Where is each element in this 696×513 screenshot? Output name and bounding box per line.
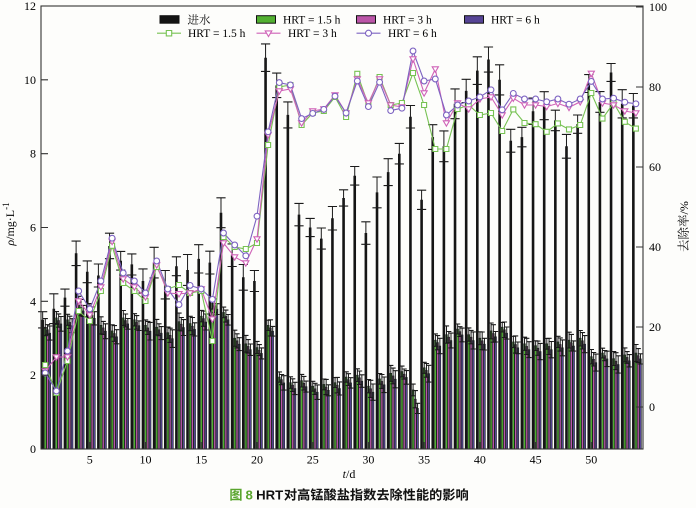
svg-text:HRT = 6 h: HRT = 6 h — [491, 15, 540, 27]
svg-text:2: 2 — [30, 368, 36, 382]
svg-text:HRT = 6 h: HRT = 6 h — [388, 28, 437, 40]
svg-text:8: 8 — [30, 147, 36, 161]
svg-text:HRT = 3 h: HRT = 3 h — [288, 28, 337, 40]
svg-text:8: 8 — [246, 488, 253, 503]
svg-text:20: 20 — [251, 453, 263, 467]
svg-text:10: 10 — [140, 453, 152, 467]
svg-text:6: 6 — [30, 221, 36, 235]
svg-text:40: 40 — [649, 240, 661, 254]
svg-text:45: 45 — [530, 453, 542, 467]
svg-text:HRT: HRT — [256, 488, 283, 503]
svg-text:30: 30 — [362, 453, 374, 467]
svg-text:80: 80 — [649, 80, 661, 94]
svg-text:t/d: t/d — [343, 467, 356, 481]
svg-text:5: 5 — [87, 453, 93, 467]
svg-text:15: 15 — [195, 453, 207, 467]
svg-text:ρ/mg·L-1: ρ/mg·L-1 — [1, 202, 17, 246]
svg-text:12: 12 — [24, 0, 36, 13]
svg-text:HRT = 3 h: HRT = 3 h — [383, 15, 432, 27]
svg-text:0: 0 — [649, 400, 655, 414]
svg-text:10: 10 — [24, 73, 36, 87]
svg-text:100: 100 — [649, 0, 667, 14]
svg-text:HRT = 1.5 h: HRT = 1.5 h — [188, 28, 246, 40]
svg-text:25: 25 — [307, 453, 319, 467]
svg-text:40: 40 — [474, 453, 486, 467]
svg-text:20: 20 — [649, 320, 661, 334]
svg-text:/%: /% — [677, 201, 691, 214]
svg-text:0: 0 — [30, 442, 36, 456]
svg-text:HRT = 1.5 h: HRT = 1.5 h — [283, 15, 341, 27]
svg-text:60: 60 — [649, 160, 661, 174]
svg-text:4: 4 — [30, 294, 36, 308]
svg-text:50: 50 — [585, 453, 597, 467]
svg-text:35: 35 — [418, 453, 430, 467]
